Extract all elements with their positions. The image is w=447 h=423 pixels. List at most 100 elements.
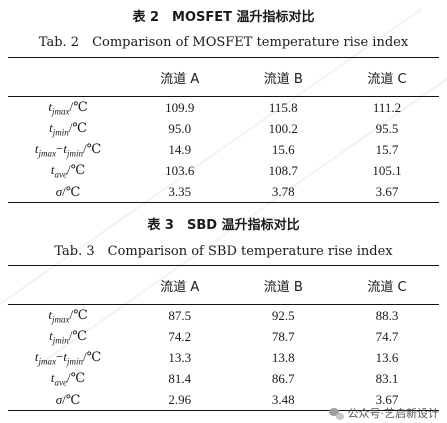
cell-value: 105.1 [372, 162, 402, 178]
cell-value: 3.48 [271, 391, 295, 407]
wechat-watermark: 公众号·艺启新设计 [328, 405, 440, 421]
row-label: tjmax/℃ [8, 305, 128, 327]
cell-value: 15.7 [375, 141, 399, 157]
cell-value: 74.7 [375, 328, 399, 344]
subscript: jmax [38, 148, 56, 159]
mosfet-temperature-table: 流道 A 流道 B 流道 C tjmax/℃ 109.9 115.8 111.2 tjmin… [8, 57, 439, 203]
unit: /℃ [66, 369, 86, 385]
table-row: tjmax/℃ 109.9 115.8 111.2 [8, 97, 439, 119]
cell-value: 15.6 [271, 141, 295, 157]
cell-value: 81.4 [168, 370, 192, 386]
unit: /℃ [62, 391, 81, 407]
symbol: t [34, 348, 39, 364]
table2-caption-en: Tab. 2 Comparison of MOSFET temperature … [38, 35, 409, 50]
unit: /℃ [69, 306, 88, 322]
subscript: ave [54, 169, 67, 180]
table2-caption-zh: 表 2 MOSFET 温升指标对比 [132, 10, 315, 25]
row-label: tjmax−tjmin/℃ [8, 347, 128, 368]
column-header: 流道 A [160, 279, 200, 295]
column-header: 流道 C [367, 279, 407, 295]
cell-value: 100.2 [268, 120, 298, 136]
symbol: t [48, 306, 52, 322]
column-header: 流道 B [263, 71, 303, 87]
cell-value: 83.1 [375, 370, 399, 386]
cell-value: 13.3 [168, 349, 192, 365]
table-row: σ/℃ 2.96 3.48 3.67 [8, 389, 439, 411]
subscript: jmax [51, 106, 70, 117]
symbol: t [34, 140, 39, 156]
table-row: tave/℃ 81.4 86.7 83.1 [8, 368, 439, 389]
symbol: t [50, 369, 55, 385]
cell-value: 14.9 [168, 141, 192, 157]
subscript: ave [54, 377, 67, 388]
column-header: 流道 A [160, 71, 200, 87]
unit: /℃ [82, 140, 102, 156]
table-header-row: 流道 A 流道 B 流道 C [8, 265, 439, 305]
row-label: tave/℃ [8, 160, 128, 181]
symbol: t [63, 348, 67, 364]
cell-value: 74.2 [168, 328, 192, 344]
subscript: jmin [66, 148, 83, 159]
symbol: t [63, 140, 67, 156]
watermark-text: 公众号·艺启新设计 [347, 407, 440, 420]
row-label: tjmin/℃ [8, 326, 128, 347]
symbol: σ [55, 183, 63, 199]
subscript: jmin [66, 356, 83, 367]
symbol: t [49, 119, 53, 135]
cell-value: 78.7 [271, 328, 295, 344]
column-header: 流道 B [263, 279, 303, 295]
cell-value: 13.6 [375, 349, 399, 365]
cell-value: 95.0 [168, 120, 192, 136]
row-label: σ/℃ [8, 389, 128, 411]
table-header-row: 流道 A 流道 B 流道 C [8, 57, 439, 97]
cell-value: 3.78 [271, 183, 295, 199]
subscript: jmin [52, 127, 69, 138]
unit: /℃ [62, 183, 81, 199]
cell-value: 2.96 [168, 391, 192, 407]
cell-value: 3.67 [375, 391, 399, 407]
table-row: σ/℃ 3.35 3.78 3.67 [8, 181, 439, 203]
table-row: tjmax−tjmin/℃ 14.9 15.6 15.7 [8, 139, 439, 160]
cell-value: 103.6 [165, 162, 195, 178]
unit: /℃ [68, 119, 87, 135]
subscript: jmin [52, 335, 69, 346]
cell-value: 3.67 [375, 183, 399, 199]
cell-value: 109.9 [165, 99, 195, 115]
unit: /℃ [68, 327, 87, 343]
wechat-icon [328, 407, 344, 420]
cell-value: 87.5 [168, 307, 192, 323]
table-row: tjmin/℃ 74.2 78.7 74.7 [8, 326, 439, 347]
table3-caption-en: Tab. 3 Comparison of SBD temperature ris… [54, 244, 393, 259]
table-row: tjmax/℃ 87.5 92.5 88.3 [8, 305, 439, 327]
header-blank [8, 58, 128, 97]
cell-value: 92.5 [271, 307, 295, 323]
unit: /℃ [82, 348, 102, 364]
cell-value: 13.8 [271, 349, 295, 365]
unit: /℃ [69, 98, 88, 114]
cell-value: 88.3 [375, 307, 399, 323]
table-row: tjmin/℃ 95.0 100.2 95.5 [8, 118, 439, 139]
row-label: tjmax−tjmin/℃ [8, 139, 128, 160]
table-row: tave/℃ 103.6 108.7 105.1 [8, 160, 439, 181]
row-label: tave/℃ [8, 368, 128, 389]
cell-value: 95.5 [375, 120, 399, 136]
header-blank [8, 266, 128, 305]
symbol: t [48, 98, 52, 114]
row-label: tjmin/℃ [8, 118, 128, 139]
column-header: 流道 C [367, 71, 407, 87]
operator: − [55, 140, 64, 156]
sbd-temperature-table: 流道 A 流道 B 流道 C tjmax/℃ 87.5 92.5 88.3 tjmin/℃ 7… [8, 265, 439, 411]
table3-caption-zh: 表 3 SBD 温升指标对比 [147, 218, 300, 233]
symbol: t [49, 327, 53, 343]
operator: − [55, 348, 64, 364]
row-label: tjmax/℃ [8, 97, 128, 119]
symbol: σ [55, 391, 63, 407]
subscript: jmax [51, 314, 70, 325]
cell-value: 86.7 [271, 370, 295, 386]
cell-value: 111.2 [372, 99, 402, 115]
row-label: σ/℃ [8, 181, 128, 203]
symbol: t [50, 161, 55, 177]
cell-value: 115.8 [268, 99, 298, 115]
cell-value: 108.7 [268, 162, 298, 178]
table-row: tjmax−tjmin/℃ 13.3 13.8 13.6 [8, 347, 439, 368]
